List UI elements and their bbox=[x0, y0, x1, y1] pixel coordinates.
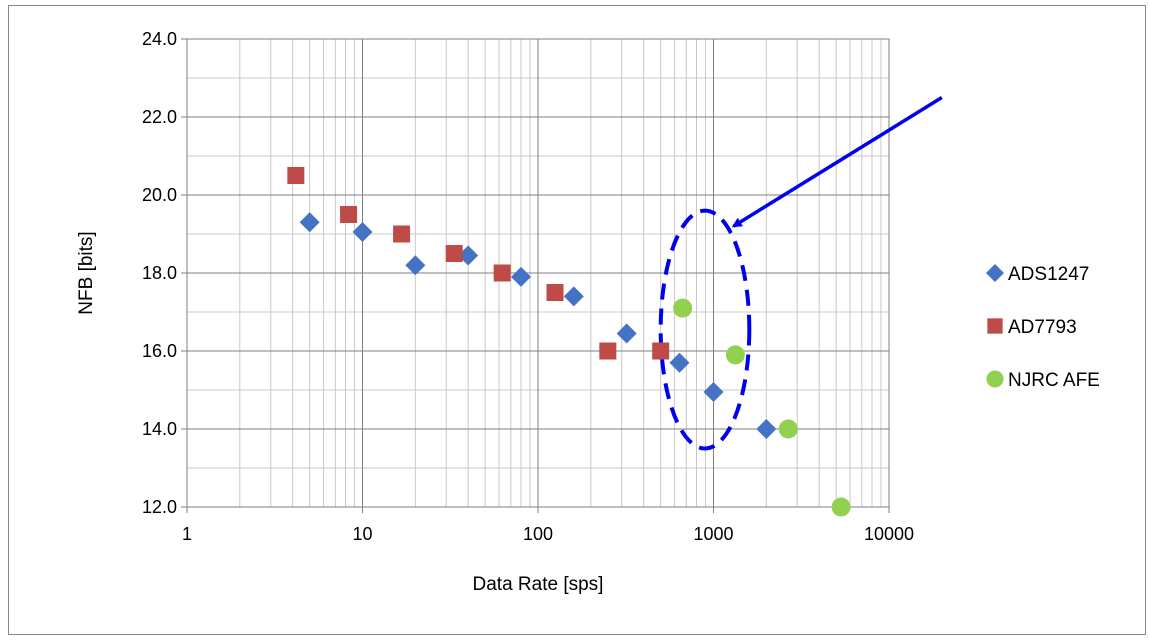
legend-marker bbox=[986, 264, 1004, 282]
y-tick-label: 16.0 bbox=[142, 341, 177, 361]
data-point bbox=[831, 497, 851, 517]
legend-label: AD7793 bbox=[1008, 317, 1077, 338]
data-point bbox=[652, 342, 670, 360]
y-axis-title: NFB [bits] bbox=[76, 231, 97, 314]
data-points bbox=[287, 167, 851, 517]
data-point bbox=[725, 345, 745, 365]
x-tick-label: 100 bbox=[523, 524, 553, 544]
data-point bbox=[599, 342, 617, 360]
series-njrc-afe bbox=[673, 298, 851, 517]
y-tick-label: 20.0 bbox=[142, 185, 177, 205]
data-point bbox=[673, 298, 693, 318]
legend: ADS1247 AD7793 NJRC AFE bbox=[986, 264, 1100, 391]
data-point bbox=[778, 419, 798, 439]
y-tick-label: 12.0 bbox=[142, 497, 177, 517]
series-ad7793 bbox=[287, 167, 670, 360]
data-point bbox=[458, 245, 479, 266]
highlight-ellipse bbox=[658, 208, 752, 451]
legend-item: ADS1247 bbox=[986, 264, 1089, 285]
data-point bbox=[669, 352, 690, 373]
data-point bbox=[616, 323, 637, 344]
x-tick-label: 10000 bbox=[864, 524, 914, 544]
x-tick-label: 1 bbox=[182, 524, 192, 544]
y-tick-label: 18.0 bbox=[142, 263, 177, 283]
y-tick-label: 22.0 bbox=[142, 107, 177, 127]
annotations bbox=[658, 96, 943, 451]
legend-label: NJRC AFE bbox=[1008, 370, 1100, 391]
x-tick-label: 1000 bbox=[693, 524, 733, 544]
data-point bbox=[445, 245, 463, 262]
series-ads1247 bbox=[299, 212, 777, 439]
legend-item: AD7793 bbox=[987, 317, 1077, 338]
data-point bbox=[493, 264, 511, 282]
annotation-arrow bbox=[731, 96, 943, 228]
data-point bbox=[546, 284, 564, 301]
data-point bbox=[510, 266, 531, 287]
legend-item: NJRC AFE bbox=[986, 370, 1100, 391]
x-axis-ticks: 1 10 100 1000 10000 bbox=[182, 507, 914, 544]
legend-label: ADS1247 bbox=[1008, 264, 1089, 285]
x-axis-title: Data Rate [sps] bbox=[473, 574, 604, 595]
y-tick-label: 24.0 bbox=[142, 29, 177, 49]
chart-frame bbox=[8, 5, 1146, 635]
data-point bbox=[340, 206, 358, 223]
data-point bbox=[405, 255, 426, 276]
y-axis-ticks: 12.0 14.0 16.0 18.0 20.0 22.0 24.0 bbox=[142, 29, 187, 517]
data-point bbox=[393, 225, 411, 243]
data-point bbox=[352, 222, 373, 243]
data-point bbox=[299, 212, 320, 233]
data-point bbox=[703, 381, 724, 402]
data-point bbox=[287, 167, 305, 184]
y-tick-label: 14.0 bbox=[142, 419, 177, 439]
data-point bbox=[563, 286, 584, 307]
legend-marker bbox=[987, 318, 1003, 334]
data-point bbox=[756, 419, 777, 439]
legend-marker bbox=[986, 370, 1004, 388]
x-tick-label: 10 bbox=[352, 524, 372, 544]
